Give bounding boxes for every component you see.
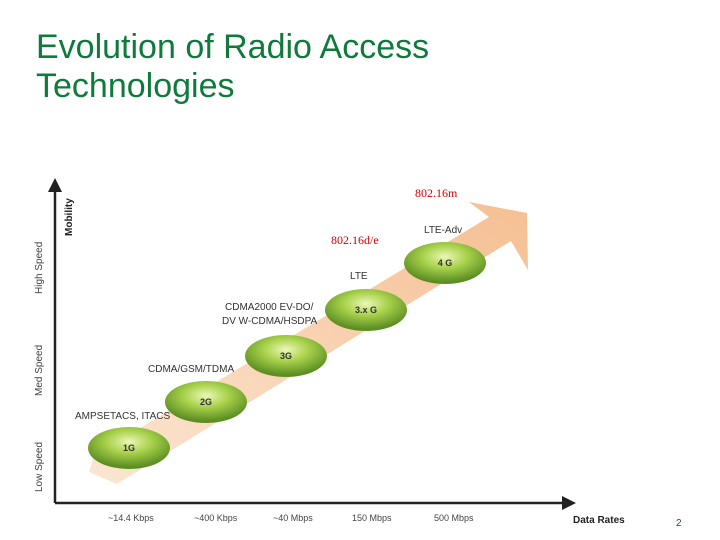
x-axis-title: Data Rates [573, 515, 625, 526]
x-tick-3: ~40 Mbps [273, 513, 313, 523]
slide-title-line-2: Technologies [36, 67, 235, 105]
generation-3xg-label: 3.x G [355, 305, 377, 315]
y-level-low-speed: Low Speed [34, 442, 45, 492]
y-level-high-speed: High Speed [34, 242, 45, 294]
y-axis-title: Mobility [64, 198, 75, 236]
generation-1g-label: 1G [123, 443, 135, 453]
tech-label-2g: CDMA/GSM/TDMA [148, 364, 234, 375]
generation-3g: 3G [245, 335, 327, 377]
tech-label-4g: LTE-Adv [424, 225, 462, 236]
generation-1g: 1G [88, 427, 170, 469]
x-tick-5: 500 Mbps [434, 513, 474, 523]
generation-2g-label: 2G [200, 397, 212, 407]
y-level-med-speed: Med Speed [34, 345, 45, 396]
generation-4g-label: 4 G [438, 258, 453, 268]
tech-label-3xg: LTE [350, 271, 368, 282]
tech-label-1g: AMPSETACS, ITACS [75, 411, 171, 422]
x-tick-4: 150 Mbps [352, 513, 392, 523]
tech-label-3g-line-2: DV W-CDMA/HSDPA [222, 316, 318, 327]
x-tick-1: ~14.4 Kbps [108, 513, 154, 523]
x-tick-2: ~400 Kbps [194, 513, 238, 523]
generation-4g: 4 G [404, 242, 486, 284]
x-axis-arrowhead-icon [562, 496, 576, 510]
generation-3xg: 3.x G [325, 289, 407, 331]
slide-title: Evolution of Radio Access Technologies [36, 28, 676, 106]
page-number: 2 [676, 518, 682, 529]
generation-2g: 2G [165, 381, 247, 423]
generation-3g-label: 3G [280, 351, 292, 361]
annotation-802-16m: 802.16m [415, 186, 458, 200]
y-axis-arrowhead-icon [48, 178, 62, 192]
annotation-802-16d-e: 802.16d/e [331, 233, 379, 247]
tech-label-3g-line-1: CDMA2000 EV-DO/ [225, 302, 314, 313]
slide-title-line-1: Evolution of Radio Access [36, 28, 430, 66]
